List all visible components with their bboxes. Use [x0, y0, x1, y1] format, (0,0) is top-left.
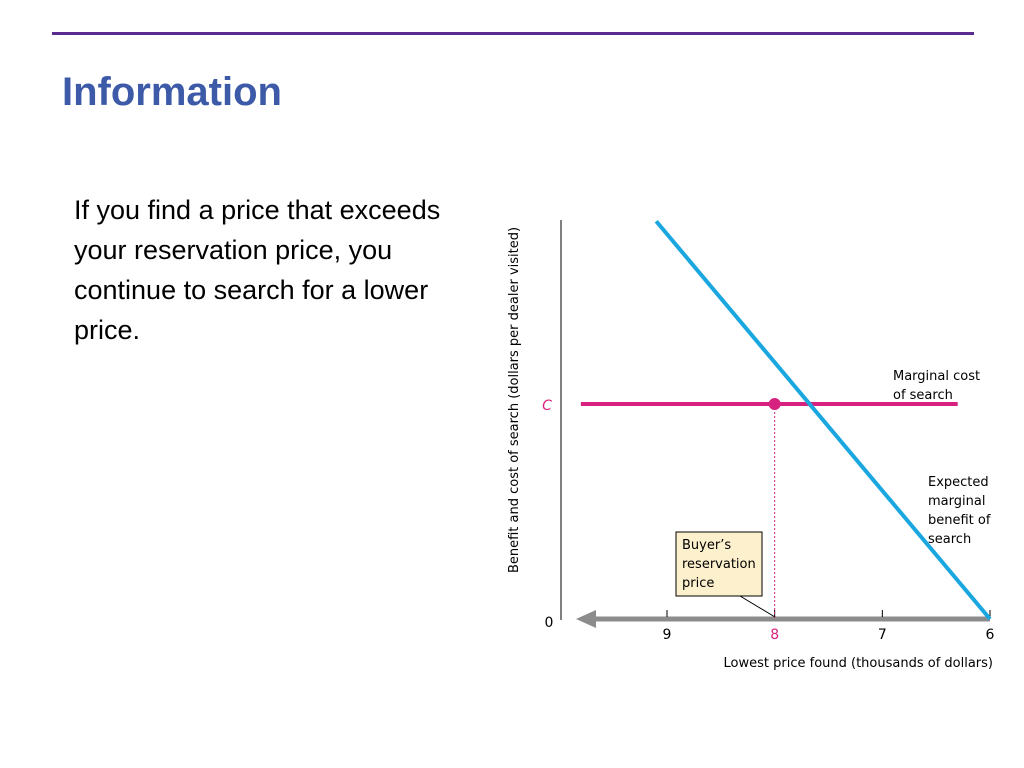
expected-benefit-label: marginal: [928, 494, 985, 509]
x-tick-label: 8: [770, 627, 779, 643]
x-tick-label: 7: [878, 627, 887, 643]
x-axis-label: Lowest price found (thousands of dollars…: [724, 656, 993, 671]
series-labels: Marginal cost of search Expected marginal be…: [893, 369, 991, 547]
x-tick-label: 6: [986, 627, 995, 643]
callout-box: [675, 531, 763, 597]
y-axis-label: Benefit and cost of search (dollars per …: [507, 227, 522, 573]
callout-text: Buyer’s reservation price: [682, 538, 756, 591]
x-ticks: 9 8 7 6: [663, 610, 995, 643]
callout-line: reservation: [682, 557, 756, 572]
intersection-point: [768, 398, 781, 410]
callout-line: Buyer’s: [682, 538, 731, 553]
callout-line: price: [682, 576, 714, 591]
c-label: C: [542, 398, 552, 414]
slide-title: Information: [62, 70, 282, 114]
reservation-price-callout: Buyer’s reservation price: [675, 531, 776, 618]
marginal-cost-label: of search: [893, 388, 953, 403]
expected-benefit-line: [654, 219, 992, 621]
expected-benefit-label: benefit of: [928, 513, 991, 528]
callout-pointer: [739, 595, 776, 618]
marginal-cost-label: Marginal cost: [893, 369, 980, 384]
body-text: If you find a price that exceeds your re…: [74, 195, 441, 345]
series-lines: [580, 219, 992, 621]
x-tick-label: 9: [663, 627, 672, 643]
top-rule: [52, 32, 974, 35]
expected-benefit-label: Expected: [928, 475, 989, 490]
x-axis-arrowhead: [576, 610, 596, 628]
origin-label: 0: [545, 615, 554, 631]
expected-benefit-label: search: [928, 532, 971, 547]
